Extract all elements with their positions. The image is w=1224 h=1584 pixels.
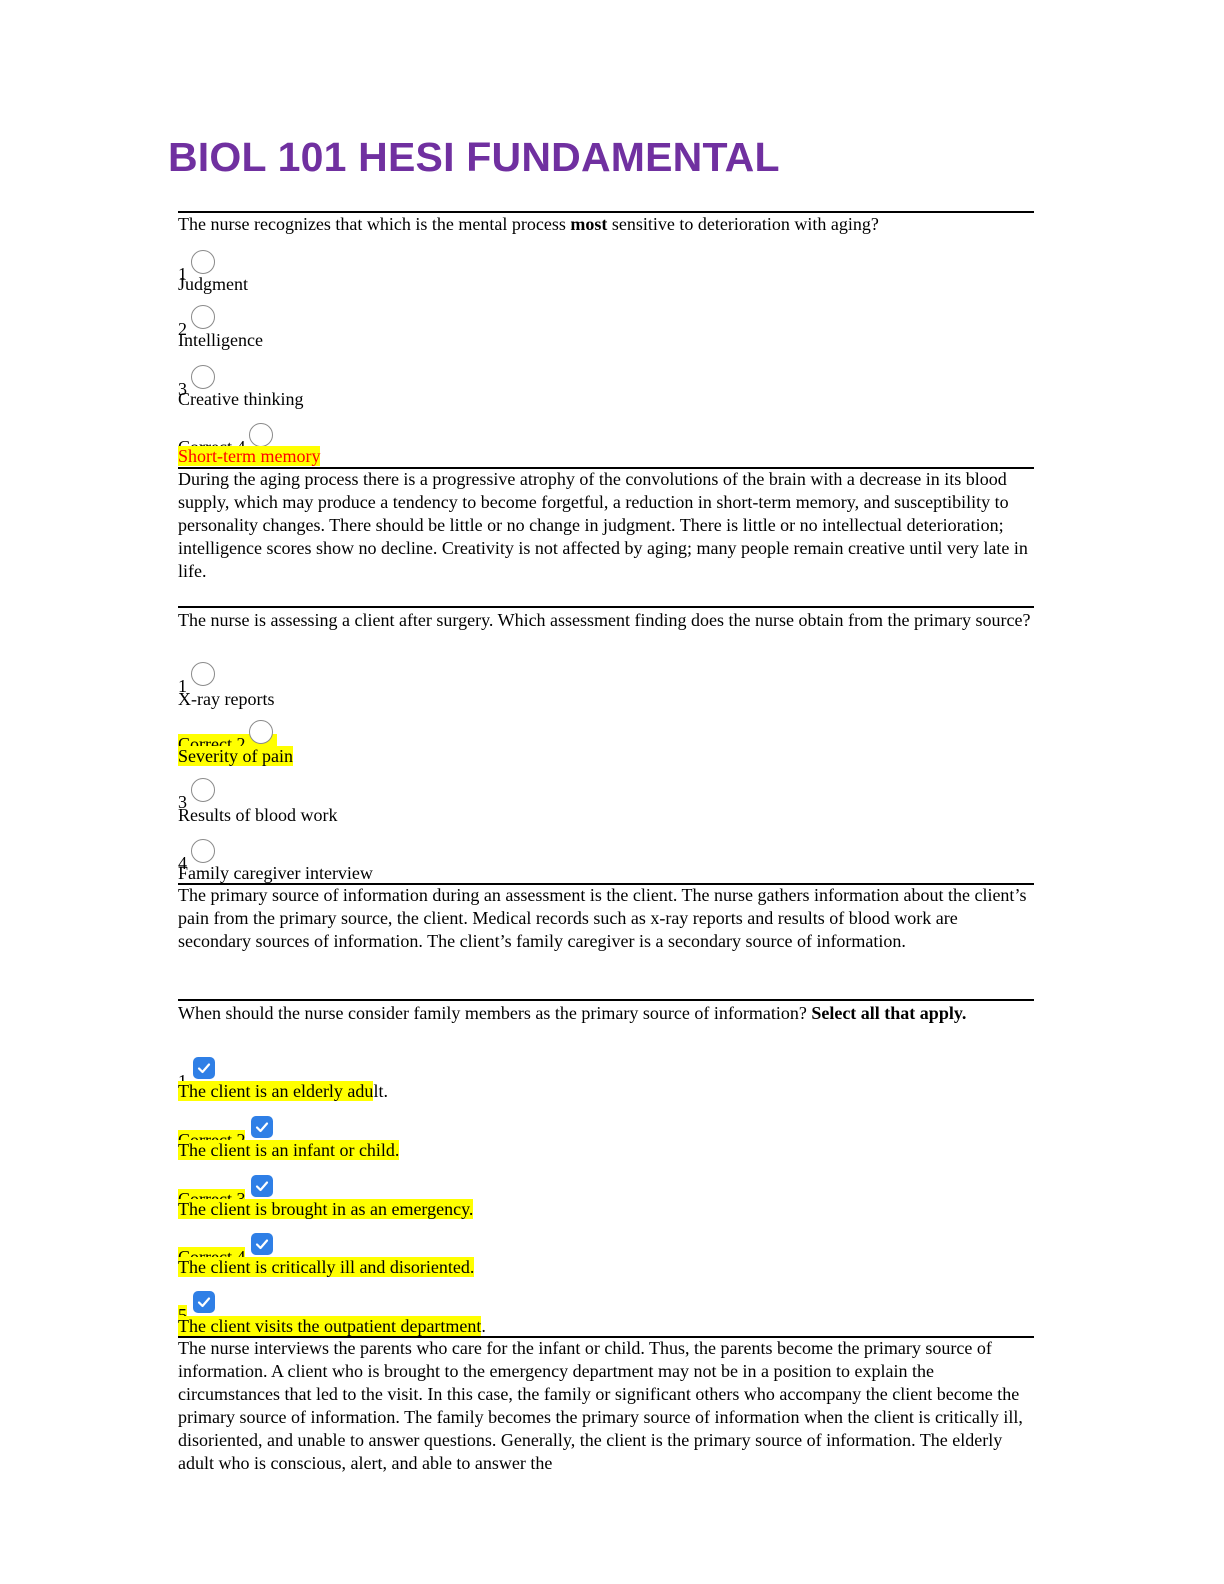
q1-option-2-label: Intelligence <box>178 330 263 350</box>
q1-option-1-label: Judgment <box>178 274 248 294</box>
question-1-text: The nurse recognizes that which is the m… <box>178 214 879 234</box>
q1-option-3-number: 3 <box>178 365 215 401</box>
divider <box>178 211 1034 213</box>
q3-option-5-label: The client visits the outpatient departm… <box>178 1316 486 1336</box>
radio-button[interactable] <box>191 305 215 329</box>
radio-button[interactable] <box>191 250 215 274</box>
checkbox-checked-icon[interactable] <box>251 1116 274 1138</box>
q3-option-1-label: The client is an elderly adult. <box>178 1081 388 1101</box>
q2-rationale: The primary source of information during… <box>178 885 1027 951</box>
q3-option-5-number: 5 <box>178 1291 215 1327</box>
divider <box>178 999 1034 1001</box>
checkbox-checked-icon[interactable] <box>193 1291 215 1313</box>
q1-option-1-number: 1 <box>178 250 215 286</box>
q3-option-2-label: The client is an infant or child. <box>178 1140 400 1160</box>
q1-rationale: During the aging process there is a prog… <box>178 469 1028 581</box>
divider <box>178 606 1034 608</box>
divider <box>178 1336 1034 1338</box>
divider <box>178 883 1034 885</box>
correct-answer-text: Severity of pain <box>178 746 293 766</box>
q2-option-4-label: Family caregiver interview <box>178 863 373 883</box>
q2-option-1-number: 1 <box>178 662 215 698</box>
checkbox-checked-icon[interactable] <box>251 1233 274 1255</box>
q3-option-4-label: The client is critically ill and disorie… <box>178 1257 475 1277</box>
radio-button[interactable] <box>191 662 215 686</box>
q2-option-3-label: Results of blood work <box>178 805 338 825</box>
q1-option-2-number: 2 <box>178 305 215 341</box>
radio-button[interactable] <box>249 720 274 744</box>
radio-button[interactable] <box>191 839 215 863</box>
correct-answer-highlight: Short-term memory <box>178 446 321 466</box>
q3-option-3-label: The client is brought in as an emergency… <box>178 1199 474 1219</box>
page-title: BIOL 101 HESI FUNDAMENTAL <box>168 134 780 180</box>
question-3-text: When should the nurse consider family me… <box>178 1003 967 1023</box>
question-2-text: The nurse is assessing a client after su… <box>178 610 1031 630</box>
radio-button[interactable] <box>191 365 215 389</box>
radio-button[interactable] <box>191 778 215 802</box>
q2-option-1-label: X-ray reports <box>178 689 275 709</box>
q2-option-2-label: Severity of pain <box>178 745 293 768</box>
q2-option-4-number: 4 <box>178 839 215 875</box>
q2-option-3-number: 3 <box>178 778 215 814</box>
q1-option-3-label: Creative thinking <box>178 389 304 409</box>
radio-button[interactable] <box>249 423 274 447</box>
checkbox-checked-icon[interactable] <box>193 1057 215 1079</box>
q1-option-4-label: Short-term memory <box>178 445 321 468</box>
checkbox-checked-icon[interactable] <box>251 1175 274 1197</box>
q3-rationale: The nurse interviews the parents who car… <box>178 1338 1023 1473</box>
divider <box>178 467 1034 469</box>
